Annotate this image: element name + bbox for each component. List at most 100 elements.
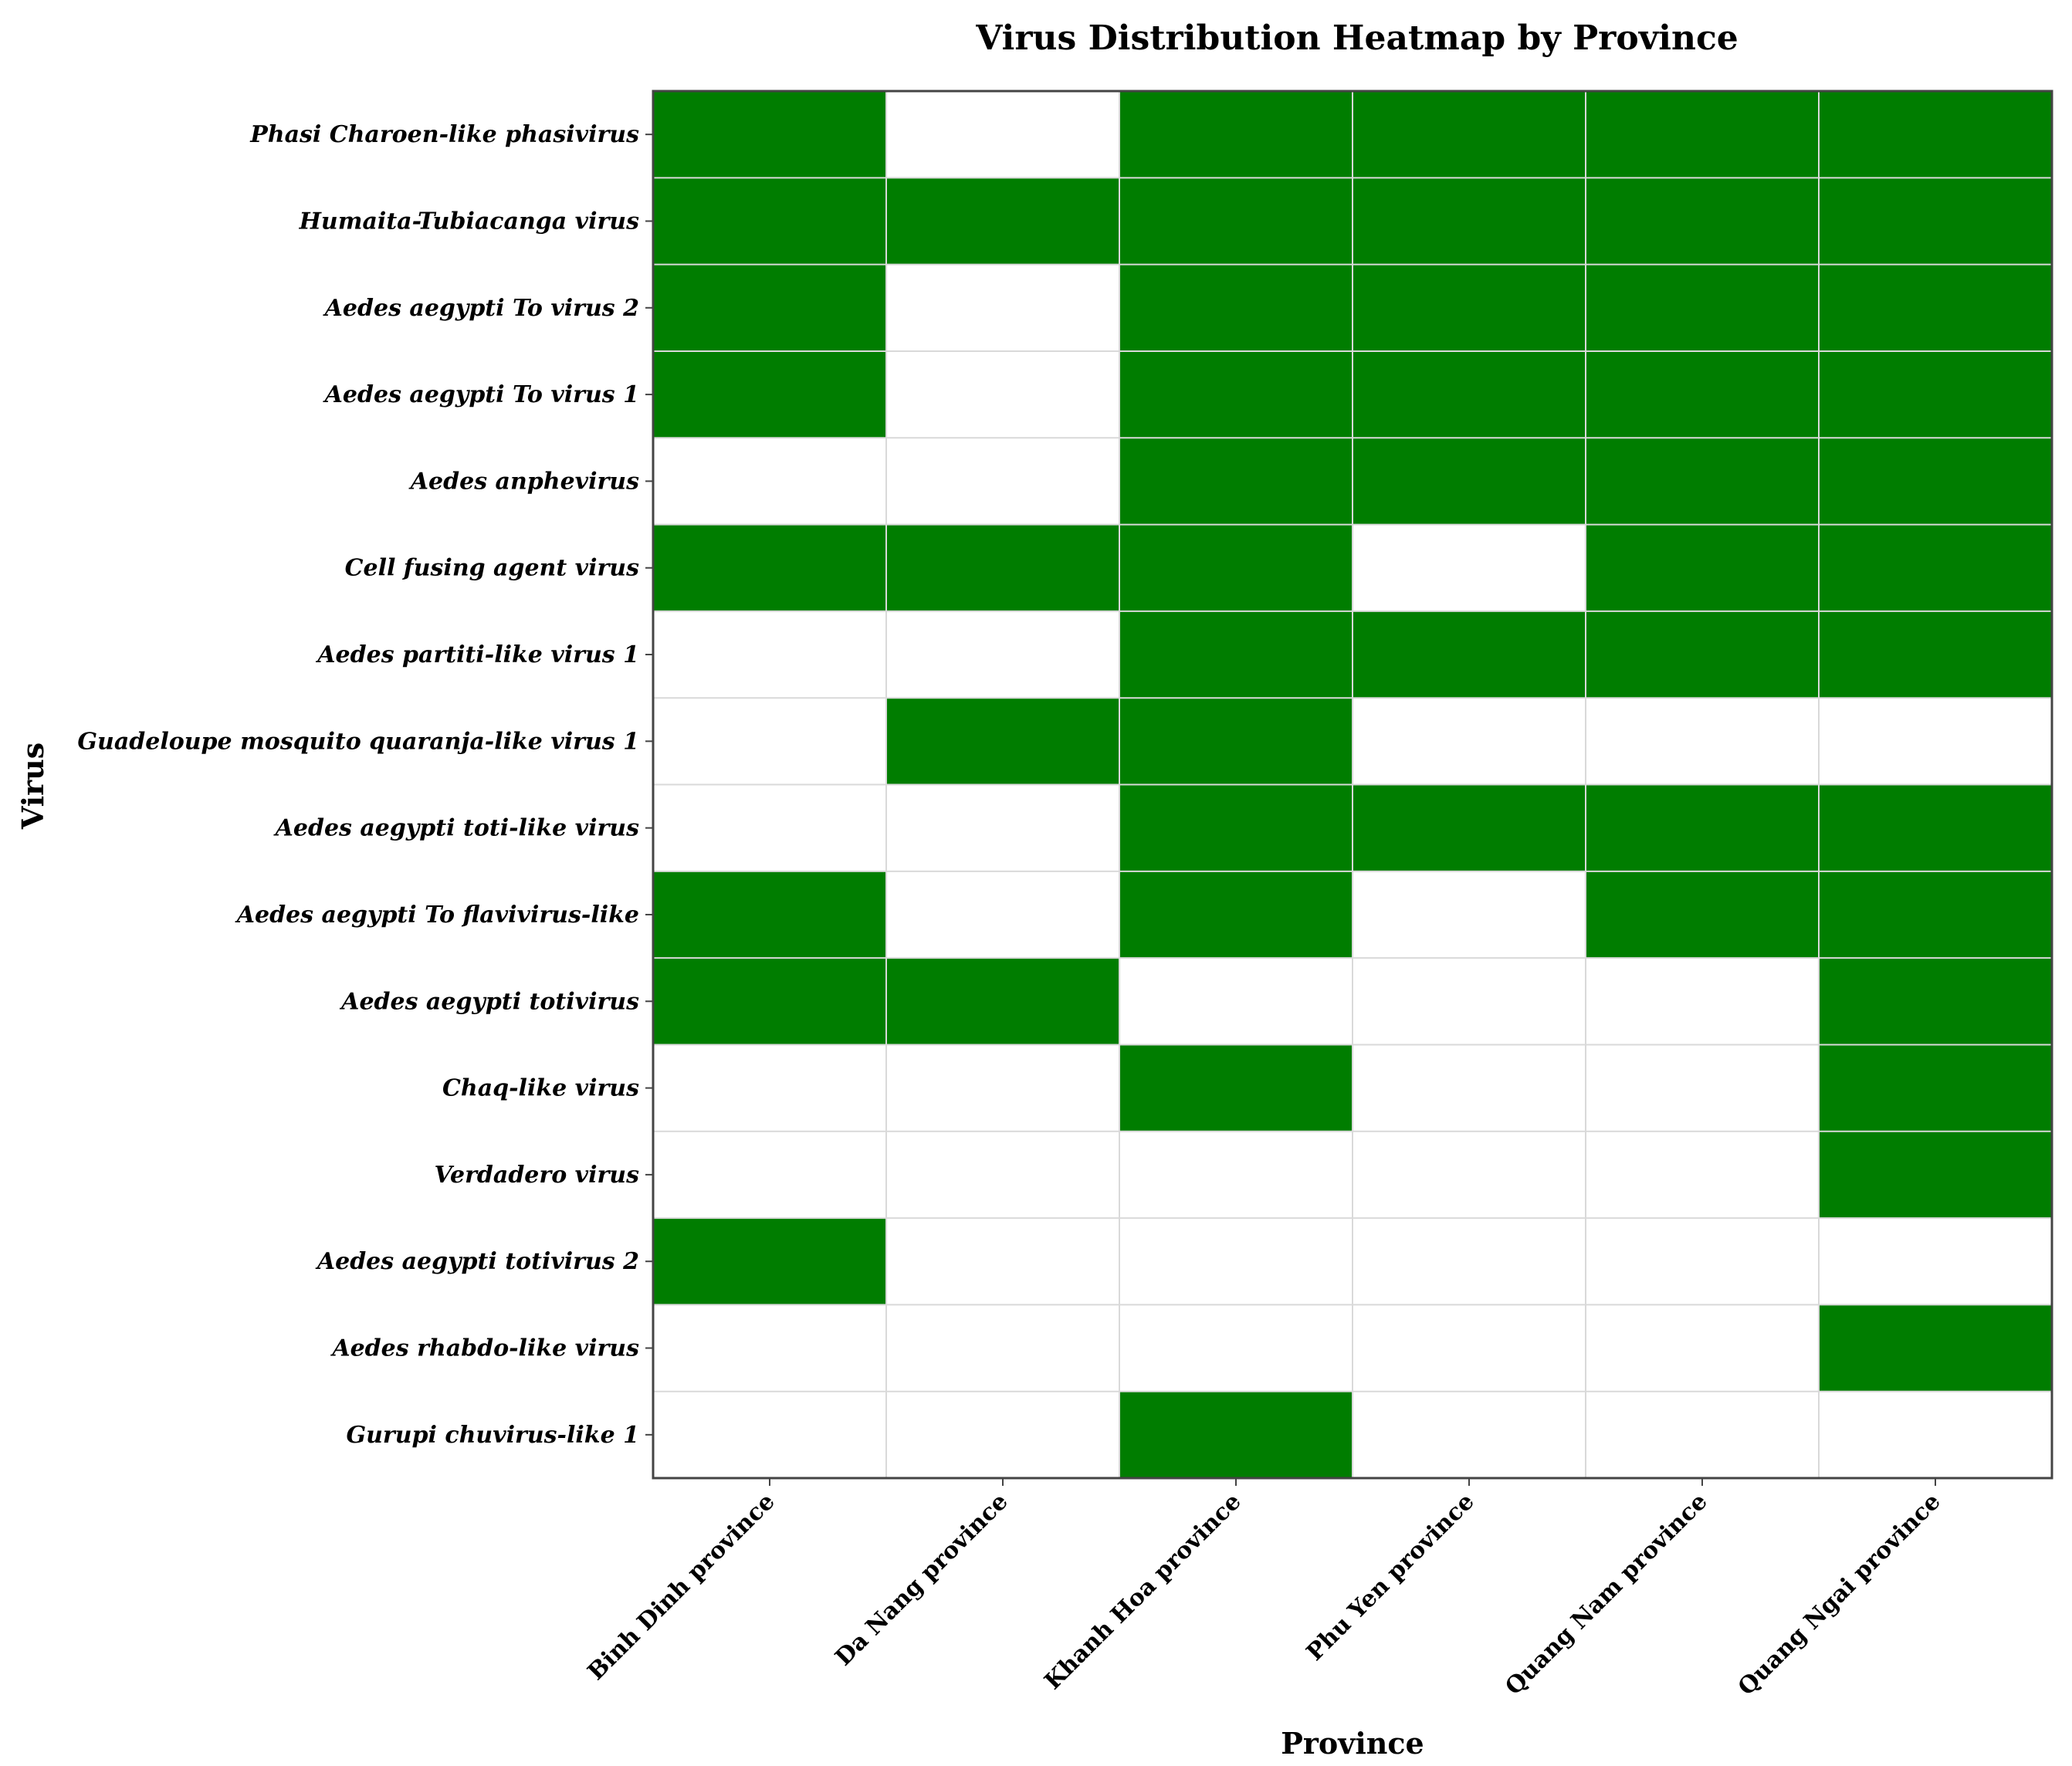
heatmap-cell <box>886 524 1119 611</box>
y-tick-label: Aedes aegypti To virus 2 <box>323 295 639 322</box>
heatmap-cell <box>1819 438 2052 525</box>
y-tick-label: Phasi Charoen-like phasivirus <box>249 121 639 148</box>
heatmap-cell <box>653 264 886 351</box>
heatmap-cell <box>886 91 1119 178</box>
heatmap-cell <box>1119 264 1353 351</box>
heatmap-cell <box>886 871 1119 959</box>
y-tick-label: Aedes aegypti To flavivirus-like <box>235 902 639 929</box>
heatmap-cell <box>1586 178 1819 265</box>
heatmap-cell <box>653 91 886 178</box>
heatmap-cell <box>1586 698 1819 785</box>
plot-frame <box>652 90 2053 1480</box>
heatmap-cell <box>1353 1044 1586 1132</box>
heatmap-cell <box>1819 350 2052 438</box>
y-tick-label: Verdadero virus <box>435 1162 640 1189</box>
x-tick-label: Phu Yen province <box>1302 1488 1480 1666</box>
heatmap-cell <box>1119 1044 1353 1132</box>
heatmap-cell <box>1353 1304 1586 1392</box>
heatmap-cell <box>1353 611 1586 699</box>
heatmap-cell <box>1819 1391 2052 1478</box>
heatmap-cell <box>1586 91 1819 178</box>
heatmap-cell <box>653 350 886 438</box>
heatmap-cell <box>1119 784 1353 871</box>
heatmap-cell <box>1119 1218 1353 1305</box>
heatmap-cell <box>653 1044 886 1132</box>
heatmap-cell <box>886 350 1119 438</box>
heatmap-cell <box>1586 524 1819 611</box>
heatmap-cell <box>1819 871 2052 959</box>
heatmap-cell <box>1119 1304 1353 1392</box>
heatmap-cell <box>886 958 1119 1045</box>
heatmap-cell <box>653 611 886 699</box>
heatmap-cell <box>1586 1391 1819 1478</box>
heatmap-cell <box>886 611 1119 699</box>
heatmap-cell <box>653 1131 886 1219</box>
heatmap-cell <box>1119 871 1353 959</box>
heatmap-cell <box>653 178 886 265</box>
heatmap-cell <box>886 438 1119 525</box>
heatmap-cell <box>653 1304 886 1392</box>
heatmap-cell <box>886 178 1119 265</box>
y-tick-label: Chaq-like virus <box>442 1075 639 1102</box>
y-tick-label: Cell fusing agent virus <box>345 555 639 582</box>
heatmap-cell <box>1819 178 2052 265</box>
x-tick-label: Quang Ngai province <box>1733 1488 1946 1701</box>
heatmap-cell <box>1819 784 2052 871</box>
y-tick-label: Aedes rhabdo-like virus <box>330 1335 639 1362</box>
heatmap-cell <box>653 871 886 959</box>
y-tick-label: Aedes aegypti totivirus <box>339 988 639 1015</box>
heatmap-cell <box>653 784 886 871</box>
chart-title: Virus Distribution Heatmap by Province <box>975 19 1739 58</box>
heatmap-cell <box>1119 698 1353 785</box>
heatmap-cell <box>1586 264 1819 351</box>
heatmap-cell <box>1586 871 1819 959</box>
x-tick-label: Da Nang province <box>830 1488 1013 1671</box>
heatmap-cell <box>1819 1044 2052 1132</box>
heatmap-cell <box>886 1391 1119 1478</box>
heatmap-cell <box>1119 1391 1353 1478</box>
heatmap-cell <box>1353 264 1586 351</box>
x-axis-ticks: Binh Dinh province Da Nang province Khanh … <box>583 1478 1946 1701</box>
heatmap-cell <box>1586 350 1819 438</box>
heatmap-cell <box>1353 784 1586 871</box>
heatmap-cell <box>653 438 886 525</box>
y-tick-label: Humaita-Tubiacanga virus <box>299 208 640 235</box>
x-axis-label: Province <box>1281 1726 1424 1761</box>
heatmap-cell <box>1819 611 2052 699</box>
heatmap-cell <box>1119 350 1353 438</box>
heatmap-cell <box>1586 438 1819 525</box>
heatmap-cell <box>886 1131 1119 1219</box>
heatmap-cell <box>1586 1218 1819 1305</box>
heatmap-cell <box>1119 524 1353 611</box>
heatmap-cell <box>653 1391 886 1478</box>
y-axis-ticks: Phasi Charoen-like phasivirus Humaita-Tub… <box>77 121 653 1449</box>
heatmap-cell <box>1353 698 1586 785</box>
heatmap-cell <box>1353 178 1586 265</box>
heatmap-cell <box>1586 1131 1819 1219</box>
heatmap-cell <box>1353 1391 1586 1478</box>
heatmap-cell <box>1119 1131 1353 1219</box>
heatmap-cell <box>1353 438 1586 525</box>
heatmap-cell <box>653 958 886 1045</box>
heatmap-cell <box>1819 958 2052 1045</box>
heatmap-gridlines <box>653 91 2052 1478</box>
heatmap-cell <box>1353 524 1586 611</box>
heatmap-cell <box>886 698 1119 785</box>
y-tick-label: Aedes aegypti totivirus 2 <box>315 1248 639 1275</box>
heatmap-cell <box>1586 958 1819 1045</box>
heatmap-cell <box>886 264 1119 351</box>
heatmap-cell <box>1119 958 1353 1045</box>
heatmap-cell <box>1819 264 2052 351</box>
x-tick-label: Khanh Hoa province <box>1039 1488 1246 1695</box>
heatmap-cell <box>1586 784 1819 871</box>
heatmap-cell <box>1819 1131 2052 1219</box>
heatmap-cell <box>1353 1218 1586 1305</box>
heatmap-cell <box>1586 1304 1819 1392</box>
x-tick-label: Binh Dinh province <box>583 1488 780 1686</box>
heatmap-cell <box>1819 698 2052 785</box>
y-tick-label: Aedes partiti-like virus 1 <box>315 641 639 668</box>
y-tick-label: Aedes anphevirus <box>408 468 639 495</box>
heatmap-cell <box>1119 611 1353 699</box>
heatmap-cell <box>1819 91 2052 178</box>
